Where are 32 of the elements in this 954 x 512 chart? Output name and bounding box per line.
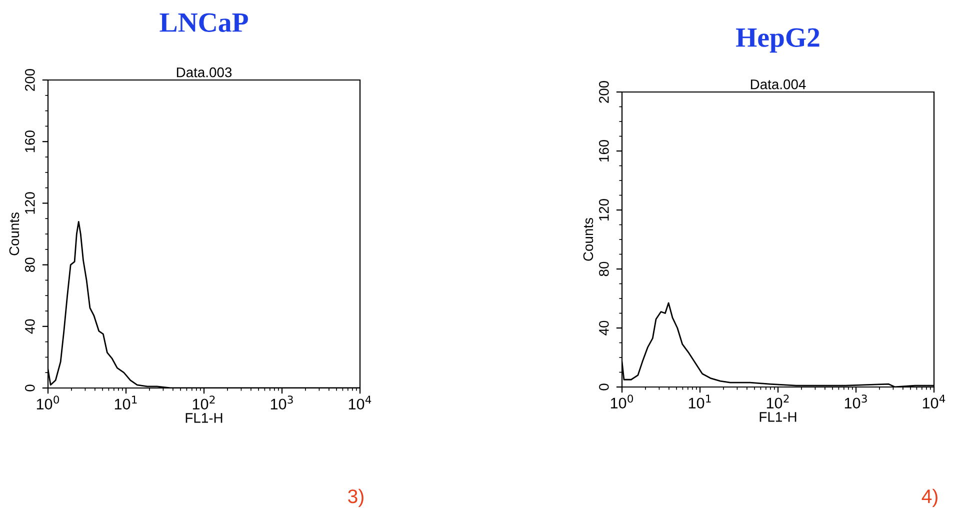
x-tick-label: 10$^{3}$ bbox=[270, 396, 293, 410]
chart-title: LNCaP bbox=[160, 13, 248, 32]
y-axis-title: Counts bbox=[9, 212, 20, 256]
y-tick-label: 80 bbox=[25, 258, 35, 272]
y-tick-label: 120 bbox=[599, 198, 609, 221]
y-tick-label: 0 bbox=[25, 384, 35, 392]
x-tick-label: 10$^{2}$ bbox=[766, 394, 789, 409]
x-axis-title: FL1-H bbox=[760, 412, 796, 422]
y-tick-label: 200 bbox=[599, 80, 609, 103]
y-tick-label: 120 bbox=[25, 192, 35, 214]
chart-subtitle: Data.004 bbox=[750, 79, 806, 90]
y-tick-label: 160 bbox=[25, 130, 35, 152]
x-tick-label: 10$^{2}$ bbox=[192, 396, 215, 410]
chart-title: HepG2 bbox=[736, 28, 820, 53]
x-tick-label: 10$^{4}$ bbox=[922, 394, 946, 409]
y-tick-label: 200 bbox=[25, 68, 35, 91]
text: 4) bbox=[922, 488, 938, 508]
y-tick-label: 160 bbox=[599, 140, 609, 162]
x-tick-label: 10$^{1}$ bbox=[114, 396, 137, 410]
x-tick-label: 10$^{3}$ bbox=[844, 394, 867, 409]
y-tick-label: 40 bbox=[599, 320, 609, 336]
chart-subtitle: Data.003 bbox=[176, 67, 232, 78]
x-tick-label: 10$^{1}$ bbox=[688, 394, 711, 409]
y-axis-title: Counts bbox=[583, 218, 594, 261]
text: 3) bbox=[348, 488, 364, 508]
x-tick-label: 10$^{0}$ bbox=[36, 396, 60, 410]
y-tick-label: 40 bbox=[25, 319, 35, 334]
y-tick-label: 80 bbox=[599, 262, 609, 276]
y-tick-label: 0 bbox=[599, 384, 609, 390]
x-tick-label: 10$^{4}$ bbox=[348, 396, 372, 410]
x-axis-title: FL1-H bbox=[186, 413, 222, 423]
x-tick-label: 10$^{0}$ bbox=[610, 394, 634, 409]
